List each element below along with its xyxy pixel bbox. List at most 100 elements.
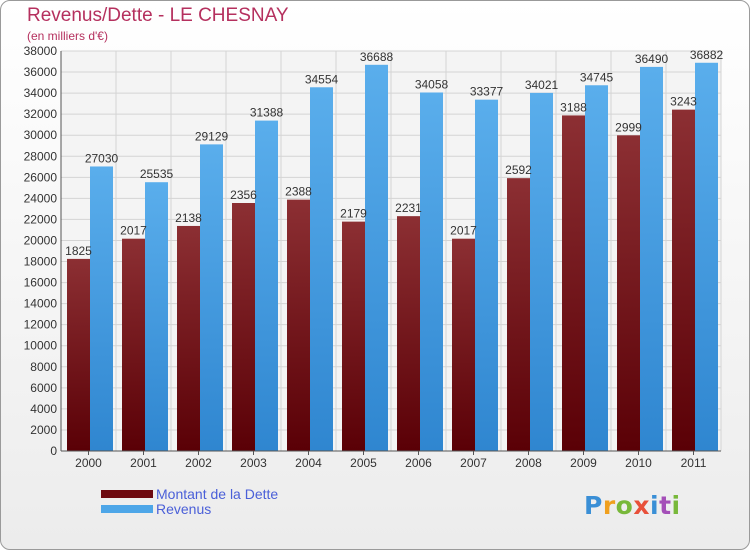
x-tick-label: 2008: [515, 456, 542, 470]
legend-swatch-revenue: [101, 505, 153, 513]
legend-swatch-debt: [101, 490, 153, 498]
x-tick-label: 2009: [570, 456, 597, 470]
debt-bar: [452, 238, 475, 451]
debt-data-label: 2388: [285, 185, 312, 199]
revenue-data-label: 36490: [635, 52, 669, 66]
debt-bar: [507, 178, 530, 451]
revenue-data-label: 34745: [580, 70, 614, 84]
y-tick-label: 12000: [24, 318, 58, 332]
logo-letter: x: [633, 491, 650, 520]
y-tick-label: 34000: [24, 86, 58, 100]
y-tick-label: 20000: [24, 233, 58, 247]
revenue-bar: [420, 92, 443, 451]
revenue-bar: [90, 166, 113, 451]
x-tick-label: 2001: [130, 456, 157, 470]
logo-letter: i: [671, 491, 681, 520]
revenue-bar: [640, 66, 663, 451]
debt-data-label: 2356: [230, 188, 257, 202]
revenue-bar: [530, 92, 553, 451]
revenue-bar: [695, 62, 718, 451]
debt-bar: [122, 238, 145, 451]
y-tick-label: 2000: [30, 423, 57, 437]
chart-subtitle: (en milliers d'€): [27, 29, 108, 43]
debt-bar: [287, 199, 310, 451]
debt-bar: [672, 109, 695, 451]
y-tick-label: 18000: [24, 255, 58, 269]
y-tick-label: 14000: [24, 297, 58, 311]
y-tick-label: 10000: [24, 339, 58, 353]
y-tick-label: 8000: [30, 360, 57, 374]
revenue-data-label: 34058: [415, 77, 449, 91]
bar-layer: [67, 62, 718, 452]
revenue-data-label: 34021: [525, 78, 559, 92]
debt-data-label: 2017: [450, 224, 477, 238]
x-tick-label: 2002: [185, 456, 212, 470]
y-tick-label: 38000: [24, 44, 58, 58]
revenue-bar: [475, 99, 498, 452]
debt-data-label: 2017: [120, 224, 147, 238]
revenue-bar: [200, 144, 223, 451]
debt-bar: [232, 203, 255, 451]
debt-data-label: 2592: [505, 163, 532, 177]
y-tick-label: 26000: [24, 170, 58, 184]
logo-letter: i: [650, 491, 660, 520]
revenue-data-label: 36882: [690, 48, 724, 62]
debt-bar: [67, 258, 90, 451]
debt-data-label: 3243: [670, 95, 697, 109]
debt-bar: [617, 135, 640, 451]
debt-bar: [562, 115, 585, 451]
revenue-data-label: 29129: [195, 129, 229, 143]
revenue-data-label: 33377: [470, 85, 504, 99]
y-tick-label: 22000: [24, 212, 58, 226]
revenue-bar: [365, 64, 388, 451]
x-tick-label: 2010: [625, 456, 652, 470]
revenue-data-label: 25535: [140, 167, 174, 181]
x-tick-label: 2007: [460, 456, 487, 470]
revenue-bar: [255, 120, 278, 451]
debt-data-label: 1825: [65, 244, 92, 258]
y-tick-label: 16000: [24, 276, 58, 290]
debt-bar: [177, 225, 200, 451]
y-tick-label: 0: [50, 444, 57, 458]
revenue-bar: [145, 182, 168, 452]
logo-letter: P: [584, 491, 603, 520]
y-tick-label: 6000: [30, 381, 57, 395]
revenue-data-label: 34554: [305, 72, 339, 86]
y-tick-label: 36000: [24, 65, 58, 79]
debt-data-label: 2138: [175, 211, 202, 225]
axis-layer: 0 2000 4000 6000 8000 10000 12000 14000 16000 180…: [24, 44, 721, 470]
y-tick-label: 28000: [24, 149, 58, 163]
legend-label-revenue: Revenus: [156, 501, 212, 517]
legend-label-debt: Montant de la Dette: [156, 486, 279, 502]
grid-layer: [60, 50, 722, 452]
y-tick-label: 32000: [24, 107, 58, 121]
logo-letter: r: [602, 491, 616, 520]
data-label-layer: 1825 27030 2017 25535 2138 29129 2356 31388 2388…: [65, 48, 723, 258]
debt-data-label: 2179: [340, 207, 367, 221]
proxiti-logo: Proxiti: [584, 491, 681, 520]
y-tick-label: 4000: [30, 402, 57, 416]
revenue-data-label: 27030: [85, 151, 119, 165]
x-tick-label: 2003: [240, 456, 267, 470]
debt-data-label: 2231: [395, 201, 422, 215]
x-tick-label: 2004: [295, 456, 322, 470]
revenue-data-label: 31388: [250, 106, 284, 120]
debt-data-label: 3188: [560, 100, 587, 114]
debt-bar: [342, 221, 365, 451]
x-tick-label: 2005: [350, 456, 377, 470]
logo-letter: t: [659, 491, 672, 520]
x-tick-label: 2006: [405, 456, 432, 470]
x-tick-label: 2011: [681, 456, 707, 470]
y-tick-label: 30000: [24, 128, 58, 142]
revenue-bar: [585, 85, 608, 452]
logo-letter: o: [615, 491, 634, 520]
revenue-bar: [310, 87, 333, 451]
x-tick-label: 2000: [75, 456, 102, 470]
y-tick-label: 24000: [24, 191, 58, 205]
revenue-data-label: 36688: [360, 50, 394, 64]
chart-title: Revenus/Dette - LE CHESNAY: [27, 5, 289, 26]
debt-data-label: 2999: [615, 120, 642, 134]
debt-bar: [397, 216, 420, 451]
